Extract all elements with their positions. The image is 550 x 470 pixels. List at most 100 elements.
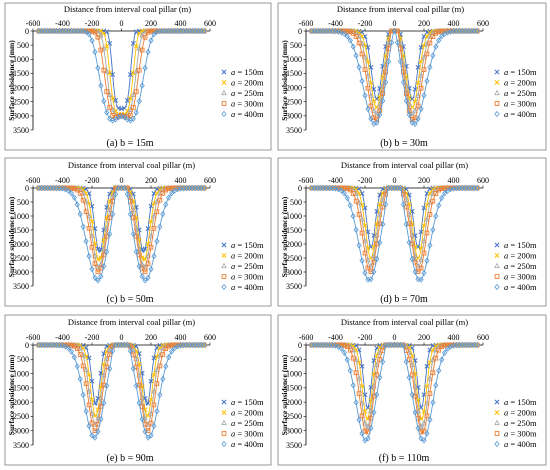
data-point — [347, 37, 353, 44]
data-point — [130, 365, 136, 372]
data-point — [335, 343, 342, 350]
y-tick-label: 3000 — [286, 427, 302, 436]
data-point — [344, 356, 350, 363]
data-point — [389, 28, 394, 34]
data-point — [166, 186, 172, 192]
data-point — [92, 48, 98, 56]
y-axis-title: Surface subsidence (mm) — [7, 354, 16, 435]
legend-marker — [221, 274, 227, 279]
data-point — [86, 387, 92, 394]
x-tick-label: -200 — [358, 19, 373, 28]
data-point — [391, 27, 398, 35]
data-point — [92, 434, 98, 441]
x-tick-label: 0 — [120, 333, 124, 342]
y-tick-label: 0 — [298, 27, 302, 36]
data-point — [332, 185, 339, 192]
series-line — [38, 344, 205, 439]
data-point — [110, 347, 116, 355]
x-tick-label: -200 — [85, 19, 100, 28]
series-line — [38, 187, 205, 262]
y-tick-label: 1500 — [13, 69, 29, 78]
data-point — [400, 342, 406, 349]
data-point — [104, 89, 110, 94]
data-point — [139, 273, 145, 280]
data-point — [95, 428, 101, 435]
y-tick-label: 1500 — [13, 226, 29, 235]
series-line — [38, 30, 205, 115]
y-tick-label: 500 — [290, 41, 302, 50]
data-point — [148, 232, 154, 239]
data-point — [98, 47, 104, 53]
data-point — [421, 428, 427, 434]
data-point — [374, 372, 380, 378]
legend-entry: a = 200m — [221, 251, 264, 261]
data-point — [427, 375, 433, 381]
x-axis-title: Distance from interval coal pillar (m) — [68, 317, 195, 327]
data-point — [424, 413, 430, 419]
data-point — [106, 346, 113, 352]
data-point — [442, 190, 448, 197]
legend-entry: a = 250m — [221, 261, 264, 271]
data-point — [104, 109, 110, 116]
legend-label: a = 250m — [231, 418, 264, 428]
data-point — [433, 213, 439, 220]
data-point — [433, 191, 439, 196]
legend-entry: a = 400m — [494, 282, 537, 292]
data-point — [151, 212, 157, 219]
data-point — [359, 257, 365, 264]
legend-marker — [494, 101, 500, 106]
y-axis-title: Surface subsidence (mm) — [280, 40, 289, 121]
x-tick-label: 400 — [175, 333, 187, 342]
data-point — [92, 274, 98, 281]
data-point — [89, 410, 95, 416]
data-point — [406, 211, 412, 217]
legend-marker — [494, 69, 500, 75]
data-point — [148, 378, 154, 384]
series-line — [311, 344, 478, 435]
data-point — [383, 79, 389, 86]
data-point — [421, 437, 427, 444]
data-point — [418, 435, 424, 442]
y-tick-label: 500 — [17, 41, 29, 50]
data-point — [148, 265, 154, 273]
legend-label: a = 150m — [231, 67, 264, 77]
data-point — [433, 43, 439, 50]
y-tick-label: 2000 — [286, 398, 302, 407]
data-point — [347, 367, 353, 374]
series-a-300m — [309, 28, 480, 122]
data-point — [374, 255, 380, 263]
legend-marker — [494, 262, 500, 269]
data-point — [86, 372, 92, 378]
series-a-300m — [309, 185, 480, 274]
x-tick-label: -600 — [26, 333, 41, 342]
data-point — [406, 239, 412, 246]
data-point — [89, 37, 95, 44]
chart-panel-5: Distance from interval coal pillar (m) -6… — [277, 314, 547, 466]
data-point — [104, 29, 110, 35]
data-point — [424, 363, 430, 369]
data-point — [436, 347, 442, 353]
data-point — [95, 64, 101, 72]
data-point — [433, 355, 439, 361]
series-a-400m — [309, 27, 480, 127]
data-point — [421, 250, 427, 256]
data-point — [430, 370, 436, 376]
data-point — [474, 341, 480, 349]
data-point — [62, 186, 69, 193]
data-point — [77, 352, 83, 357]
legend-label: a = 150m — [231, 240, 264, 250]
data-point — [368, 115, 374, 123]
legend-entry: a = 200m — [494, 251, 537, 261]
y-tick-label: 3500 — [13, 441, 29, 450]
data-point — [145, 274, 151, 281]
data-point — [71, 354, 77, 361]
data-point — [133, 89, 139, 94]
series-a-250m — [36, 341, 207, 427]
data-point — [409, 391, 415, 398]
data-point — [104, 248, 110, 255]
data-point — [424, 230, 430, 236]
series-line — [38, 187, 205, 281]
y-tick-label: 2500 — [286, 412, 302, 421]
data-point — [127, 347, 133, 355]
data-point — [142, 246, 148, 252]
